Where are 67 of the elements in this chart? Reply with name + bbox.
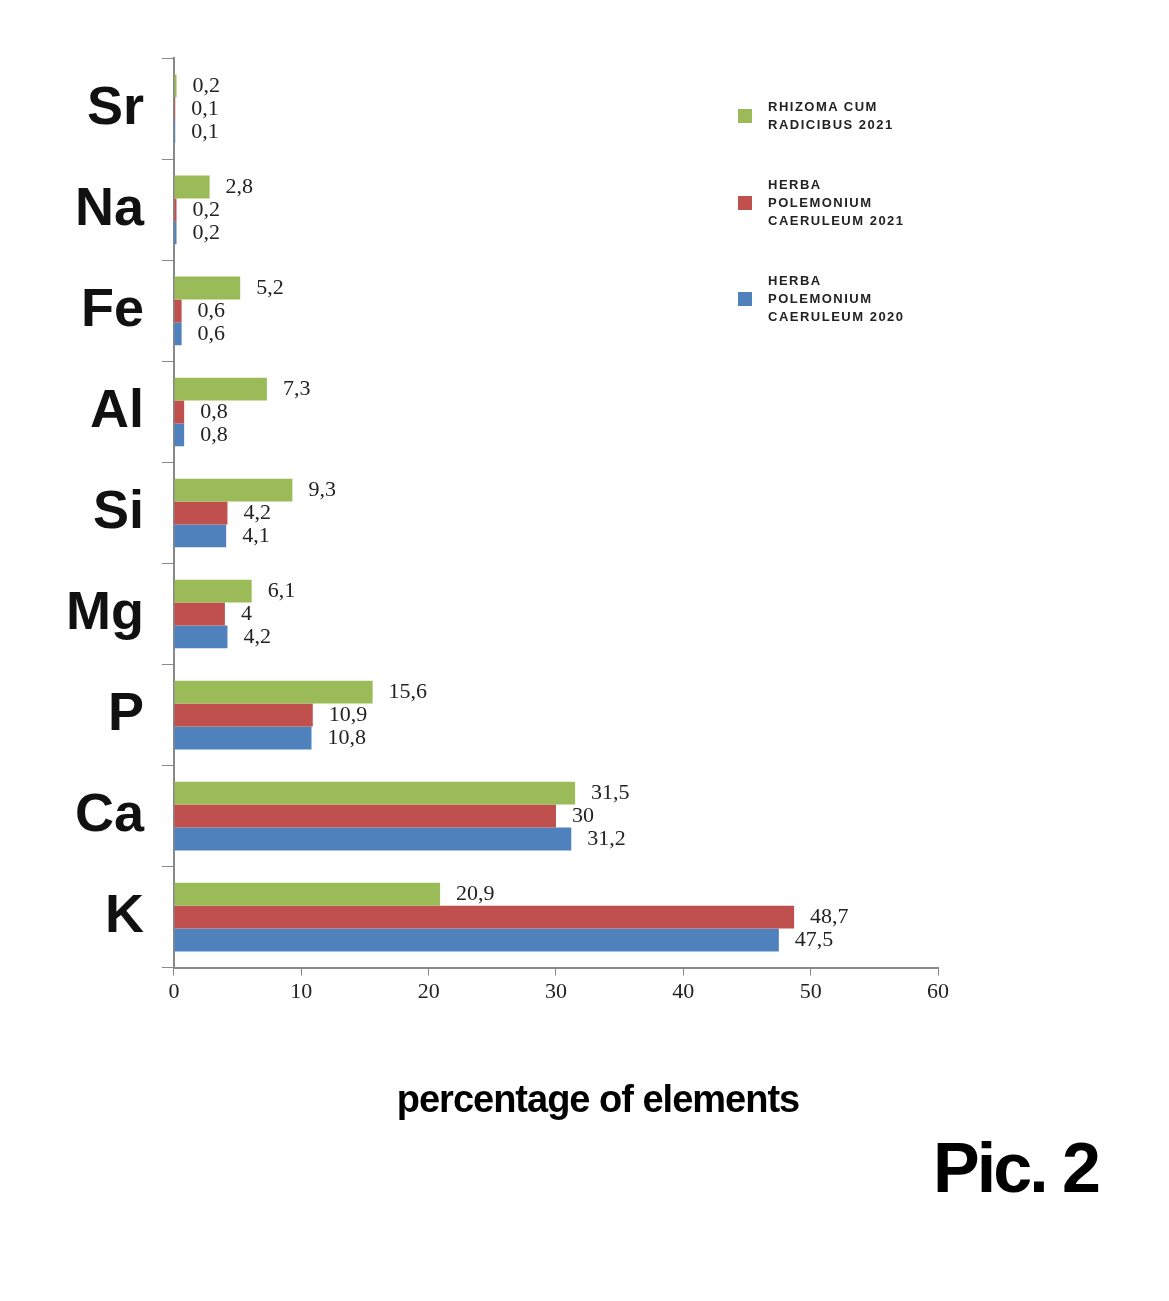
bar	[174, 175, 210, 199]
data-label: 2,8	[225, 172, 254, 198]
legend-label: HERBA POLEMONIUM CAERULEUM 2020	[768, 272, 906, 326]
x-tick-label: 60	[927, 977, 949, 1003]
data-label: 7,3	[282, 374, 311, 400]
bar	[174, 74, 177, 98]
bar	[174, 221, 177, 245]
bar	[174, 501, 228, 525]
y-tick-label: Al	[89, 377, 144, 438]
bar	[174, 703, 313, 727]
y-tick-label: Mg	[66, 579, 144, 640]
data-label: 20,9	[456, 879, 495, 905]
x-tick-label: 10	[290, 977, 313, 1003]
data-label: 30	[571, 801, 594, 827]
bar	[174, 579, 252, 603]
data-label: 4	[240, 599, 252, 625]
y-tick-label: Sr	[86, 74, 144, 135]
data-label: 31,2	[587, 824, 626, 850]
bar	[174, 198, 177, 222]
x-tick-label: 50	[799, 977, 822, 1003]
data-label: 48,7	[810, 902, 849, 928]
data-label: 4,2	[243, 622, 271, 648]
bar	[174, 928, 779, 952]
legend-label: RHIZOMA CUM RADICIBUS 2021	[768, 98, 895, 134]
bar	[174, 781, 576, 805]
data-label: 6,1	[267, 576, 296, 602]
bar	[174, 276, 241, 300]
bar	[174, 882, 441, 906]
x-tick-label: 0	[168, 977, 180, 1003]
y-tick-label: Fe	[80, 276, 144, 337]
bar	[174, 827, 572, 851]
data-label: 47,5	[794, 925, 834, 951]
x-tick-label: 20	[417, 977, 440, 1003]
data-label: 15,6	[388, 677, 428, 703]
y-tick-label: Na	[74, 175, 145, 236]
data-label: 4,2	[243, 498, 271, 524]
bar	[174, 299, 182, 323]
data-label: 0,2	[192, 195, 221, 221]
bar	[174, 322, 182, 346]
y-tick-label: Ca	[74, 781, 145, 842]
bar	[174, 804, 556, 828]
bar	[174, 680, 373, 704]
data-label: 0,2	[192, 71, 221, 97]
bar	[174, 400, 185, 424]
y-tick-label: P	[107, 680, 144, 741]
data-label: 10,9	[328, 700, 368, 726]
bar	[174, 423, 185, 447]
bar	[174, 726, 312, 750]
bar	[174, 905, 795, 929]
data-label: 31,5	[591, 778, 630, 804]
data-label: 0,6	[197, 296, 226, 322]
data-label: 10,8	[327, 723, 366, 749]
data-label: 0,8	[200, 397, 228, 423]
text: Pic. 2	[933, 1128, 1098, 1208]
data-label: 9,3	[308, 475, 336, 501]
bar	[174, 602, 225, 626]
bar	[174, 377, 267, 401]
bar	[174, 524, 227, 548]
data-label: 5,2	[256, 273, 284, 299]
x-tick-label: 40	[672, 977, 695, 1003]
y-tick-label: K	[104, 882, 144, 943]
x-tick-label: 30	[544, 977, 567, 1003]
x-axis-title: percentage of elements	[395, 1078, 801, 1121]
bar	[174, 478, 293, 502]
legend-label: HERBA POLEMONIUM CAERULEUM 2021	[768, 176, 906, 230]
bar	[174, 625, 228, 649]
y-tick-label: Si	[92, 478, 144, 539]
